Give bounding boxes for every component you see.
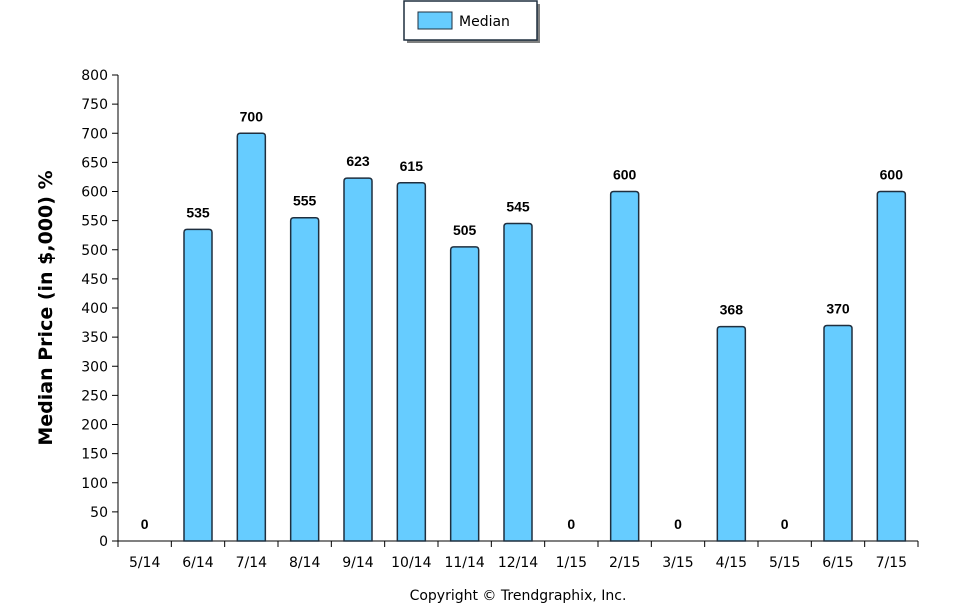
data-label: 370 [826, 300, 850, 316]
bar-median [343, 177, 373, 542]
y-tick-label: 300 [81, 359, 108, 375]
data-label: 505 [453, 222, 477, 238]
bar-median [183, 228, 213, 542]
x-tick-label: 10/14 [391, 555, 431, 571]
data-label: 555 [293, 193, 317, 209]
y-tick-label: 700 [81, 126, 108, 142]
data-label: 0 [141, 516, 149, 532]
legend-swatch-median [417, 11, 453, 30]
x-tick-label: 8/14 [289, 555, 321, 571]
y-tick-label: 100 [81, 476, 108, 492]
y-tick-label: 250 [81, 388, 108, 404]
data-label: 623 [346, 153, 370, 169]
bar-median [289, 216, 320, 542]
data-label: 615 [400, 158, 424, 174]
y-tick-label: 350 [81, 330, 108, 346]
y-tick-label: 750 [81, 97, 108, 113]
x-tick-label: 2/15 [609, 555, 640, 571]
x-tick-label: 4/15 [716, 555, 747, 571]
bar-median [823, 324, 853, 542]
bar-median [716, 325, 747, 542]
y-tick-label: 450 [81, 272, 108, 288]
x-tick-label: 5/14 [129, 555, 161, 571]
x-tick-label: 3/15 [662, 555, 693, 571]
bar-median [236, 132, 267, 542]
data-label: 368 [720, 302, 744, 318]
x-tick-label: 9/14 [342, 555, 374, 571]
y-tick-label: 50 [90, 505, 108, 521]
legend: Median [403, 0, 540, 43]
x-tick-label: 7/15 [876, 555, 907, 571]
data-label: 600 [880, 167, 904, 183]
data-label: 535 [186, 204, 210, 220]
axes: 0 50 100 150 200 250 300 350 400 450 500 550 600 650 7… [81, 68, 919, 571]
data-label: 0 [674, 516, 682, 532]
y-tick-label: 800 [81, 68, 108, 84]
y-axis-title: Median Price (in $,000) % [35, 170, 57, 445]
bars [183, 132, 907, 542]
x-tick-label: 5/15 [769, 555, 800, 571]
y-tick-label: 550 [81, 214, 108, 230]
data-labels: 0 535 700 555 623 615 505 545 0 600 0 368 0 370 600 [141, 108, 903, 532]
y-tick-label: 150 [81, 447, 108, 463]
y-tick-label: 400 [81, 301, 108, 317]
x-tick-label: 1/15 [556, 555, 587, 571]
bar-median [609, 190, 640, 542]
y-tick-label: 650 [81, 155, 108, 171]
data-label: 0 [781, 516, 789, 532]
y-tick-label: 0 [99, 534, 108, 550]
bar-median [396, 182, 427, 542]
x-tick-label: 11/14 [444, 555, 484, 571]
data-label: 0 [567, 516, 575, 532]
bar-median [449, 246, 480, 542]
x-tick-label: 6/15 [822, 555, 853, 571]
data-label: 600 [613, 167, 637, 183]
data-label: 545 [506, 199, 530, 215]
legend-entry-median: Median [459, 14, 510, 30]
x-tick-label: 6/14 [182, 555, 214, 571]
copyright-text: Copyright © Trendgraphix, Inc. [410, 588, 627, 604]
bar-median [503, 222, 533, 542]
bar-median [876, 190, 907, 542]
y-tick-label: 600 [81, 185, 108, 201]
y-tick-label: 500 [81, 243, 108, 259]
x-tick-label: 12/14 [498, 555, 538, 571]
y-tick-label: 200 [81, 418, 108, 434]
data-label: 700 [240, 108, 264, 124]
x-tick-label: 7/14 [236, 555, 268, 571]
